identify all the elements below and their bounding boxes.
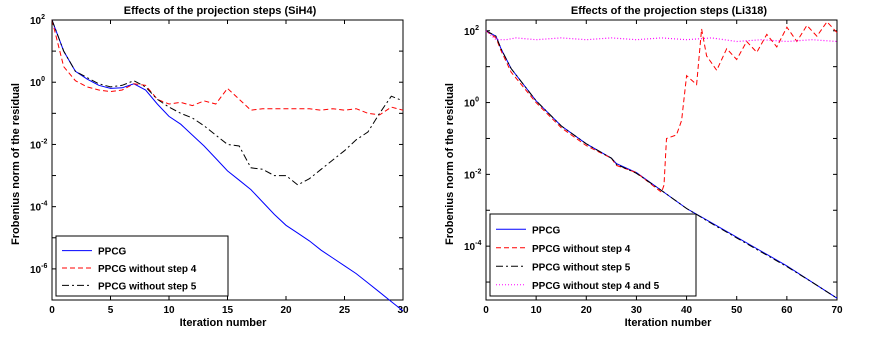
y-tick-label: 10-6 xyxy=(30,263,47,276)
legend-label: PPCG without step 4 xyxy=(98,264,197,275)
legend-box xyxy=(489,213,697,297)
x-tick-label: 0 xyxy=(49,305,55,316)
x-tick-label: 20 xyxy=(280,305,292,316)
legend-label: PPCG without step 4 and 5 xyxy=(532,281,660,292)
x-tick-label: 5 xyxy=(108,305,114,316)
series-line xyxy=(51,19,404,312)
y-axis-label: Frobenius norm of the residual xyxy=(444,83,456,245)
x-tick-label: 30 xyxy=(631,305,643,316)
series-line xyxy=(485,21,838,194)
x-tick-label: 50 xyxy=(731,305,743,316)
x-tick-label: 25 xyxy=(339,305,351,316)
chart-title: Effects of the projection steps (Li318) xyxy=(571,5,768,17)
y-tick-label: 10-4 xyxy=(464,240,481,253)
x-tick-label: 15 xyxy=(222,305,234,316)
x-tick-label: 40 xyxy=(681,305,693,316)
x-tick-label: 0 xyxy=(483,305,489,316)
y-tick-label: 102 xyxy=(30,14,45,27)
y-axis-label: Frobenius norm of the residual xyxy=(10,83,22,245)
y-tick-label: 10-4 xyxy=(30,201,47,214)
chart-li318: Effects of the projection steps (Li318) … xyxy=(444,5,843,329)
series-line xyxy=(51,19,404,186)
series-line xyxy=(485,30,838,299)
x-tick-label: 70 xyxy=(831,305,843,316)
series-line xyxy=(485,30,838,299)
x-axis-label: Iteration number xyxy=(180,317,268,329)
legend-label: PPCG without step 5 xyxy=(532,262,631,273)
chart-title: Effects of the projection steps (SiH4) xyxy=(124,5,317,17)
y-tick-label: 100 xyxy=(464,97,479,110)
legend-box xyxy=(55,235,229,297)
x-axis-label: Iteration number xyxy=(625,317,713,329)
x-tick-label: 20 xyxy=(581,305,593,316)
legend: PPCG PPCG without step 4 PPCG without step… xyxy=(489,213,697,297)
y-tick-label: 10-2 xyxy=(30,138,47,151)
x-tick-label: 10 xyxy=(163,305,175,316)
y-tick-label: 102 xyxy=(464,25,479,38)
y-tick-label: 10-2 xyxy=(464,168,481,181)
legend: PPCG PPCG without step 4 PPCG without step… xyxy=(55,235,229,297)
legend-label: PPCG without step 5 xyxy=(98,281,197,292)
legend-label: PPCG xyxy=(532,225,561,236)
series-line xyxy=(485,30,838,43)
legend-label: PPCG without step 4 xyxy=(532,244,631,255)
x-tick-label: 10 xyxy=(531,305,543,316)
legend-label: PPCG xyxy=(98,247,127,258)
x-tick-label: 60 xyxy=(781,305,793,316)
y-tick-label: 100 xyxy=(30,76,45,89)
chart-sih4: Effects of the projection steps (SiH4) F… xyxy=(10,5,409,329)
